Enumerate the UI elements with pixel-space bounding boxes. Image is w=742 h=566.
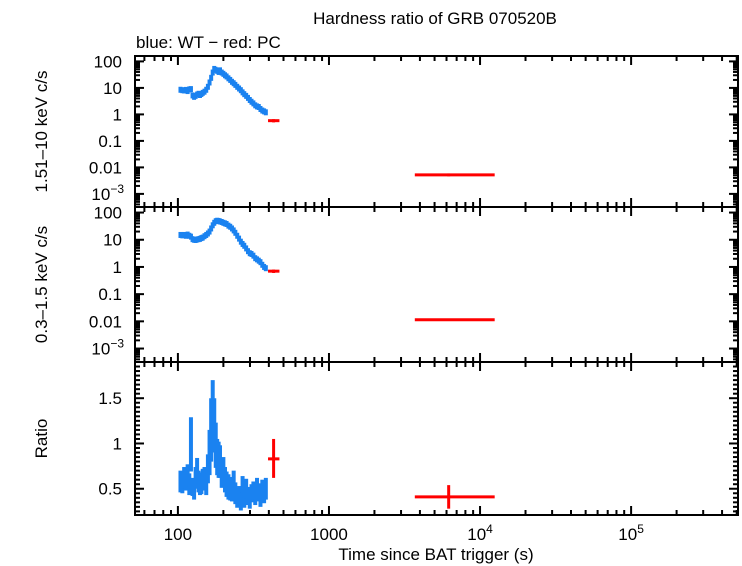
chart-subtitle-legend: blue: WT − red: PC: [136, 33, 281, 52]
y-tick-label: 10: [103, 79, 122, 98]
y-tick-label: 100: [94, 52, 122, 71]
y-axis-label: 0.3–1.5 keV c/s: [32, 226, 51, 343]
y-tick-label: 1: [113, 434, 122, 453]
y-tick-label: 0.1: [98, 132, 122, 151]
y-tick-label: 0.01: [89, 312, 122, 331]
y-tick-label: 1: [113, 105, 122, 124]
y-axis-label: 1.51–10 keV c/s: [32, 71, 51, 193]
x-tick-label: 105: [618, 522, 644, 544]
y-axis-label: Ratio: [32, 419, 51, 459]
panel-frame: [134, 206, 739, 363]
x-tick-label: 100: [164, 525, 192, 544]
x-tick-label: 1000: [310, 525, 348, 544]
y-tick-label: 1.5: [98, 389, 122, 408]
panel-soft: 100 10 1 0.1 0.01 10−3 0.3–1.5 keV c/s: [32, 204, 739, 363]
y-tick-label: 100: [94, 204, 122, 223]
panel-hard: 100 10 1 0.1 0.01 10−3 1.51–10 keV c/s: [32, 52, 739, 208]
y-tick-label: 0.1: [98, 285, 122, 304]
y-tick-label: 0.01: [89, 158, 122, 177]
x-tick-label: 104: [467, 522, 493, 544]
y-tick-label: 0.5: [98, 480, 122, 499]
y-tick-label: 1: [113, 258, 122, 277]
y-tick-label: 10: [103, 231, 122, 250]
y-tick-label: 10−3: [91, 182, 124, 204]
x-axis-label: Time since BAT trigger (s): [338, 545, 533, 564]
y-tick-label: 10−3: [91, 337, 124, 359]
chart-title: Hardness ratio of GRB 070520B: [313, 9, 557, 28]
panel-ratio: 1.5 1 0.5 Ratio: [32, 361, 739, 516]
